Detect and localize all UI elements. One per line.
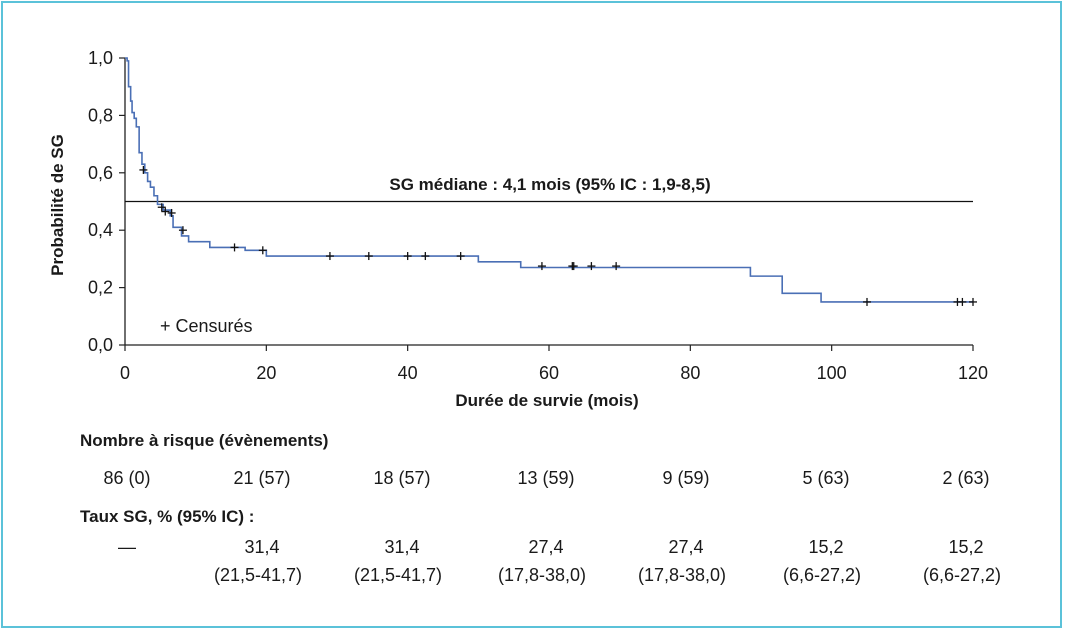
y-tick-label: 0,8 <box>88 105 113 125</box>
y-axis-label: Probabilité de SG <box>48 134 67 276</box>
y-tick-label: 1,0 <box>88 48 113 68</box>
survival-rate-value: 15,2 <box>948 537 983 557</box>
survival-table-row: — 31,4 (21,5-41,7) 31,4 (21,5-41,7) 27,4 (17,8… <box>118 537 1001 585</box>
censor-marks <box>139 165 977 306</box>
risk-table-cell: 13 (59) <box>517 468 574 488</box>
censor-mark <box>178 226 187 235</box>
censor-mark <box>421 252 430 261</box>
x-tick-label: 120 <box>958 363 988 383</box>
x-axis-label: Durée de survie (mois) <box>455 391 638 410</box>
risk-table-cell: 86 (0) <box>103 468 150 488</box>
censor-mark <box>325 252 334 261</box>
survival-rate-ci: (17,8-38,0) <box>498 565 586 585</box>
risk-table-cell: 18 (57) <box>373 468 430 488</box>
censor-mark <box>587 262 596 271</box>
x-tick-label: 40 <box>398 363 418 383</box>
censor-mark <box>403 252 412 261</box>
y-tick-label: 0,6 <box>88 163 113 183</box>
survival-rate-value: 27,4 <box>668 537 703 557</box>
censor-mark <box>612 262 621 271</box>
censor-mark <box>863 297 871 306</box>
censor-mark <box>157 203 166 212</box>
survival-rate-value: 15,2 <box>808 537 843 557</box>
x-tick-label: 0 <box>120 363 130 383</box>
x-tick-label: 80 <box>680 363 700 383</box>
censor-mark <box>167 208 176 217</box>
x-tick-label: 100 <box>817 363 847 383</box>
censor-legend: + Censurés <box>160 316 253 336</box>
y-tick-label: 0,2 <box>88 278 113 298</box>
risk-table-cell: 5 (63) <box>802 468 849 488</box>
survival-rate-ci: (6,6-27,2) <box>783 565 861 585</box>
survival-rate-value: — <box>118 537 136 557</box>
survival-rate-ci: (6,6-27,2) <box>923 565 1001 585</box>
censor-mark <box>230 243 239 252</box>
survival-table-title: Taux SG, % (95% IC) : <box>80 507 254 526</box>
survival-rate-value: 31,4 <box>384 537 419 557</box>
censor-mark <box>537 262 546 271</box>
y-tick-label: 0,0 <box>88 335 113 355</box>
risk-table-cell: 2 (63) <box>942 468 989 488</box>
survival-rate-value: 27,4 <box>528 537 563 557</box>
km-curve-line <box>125 57 973 303</box>
censor-mark <box>456 252 465 261</box>
survival-rate-ci: (21,5-41,7) <box>214 565 302 585</box>
censor-mark <box>364 252 373 261</box>
censor-mark <box>258 246 267 255</box>
x-ticks: 0 20 40 60 80 100 120 <box>120 345 988 383</box>
censor-mark <box>139 165 148 174</box>
x-tick-label: 60 <box>539 363 559 383</box>
y-ticks: 0,0 0,2 0,4 0,6 0,8 1,0 <box>88 48 125 355</box>
censor-mark <box>161 207 170 216</box>
y-tick-label: 0,4 <box>88 220 113 240</box>
risk-table-title: Nombre à risque (évènements) <box>80 431 328 450</box>
censor-mark <box>958 297 967 306</box>
survival-rate-ci: (17,8-38,0) <box>638 565 726 585</box>
censor-mark <box>969 297 977 306</box>
x-tick-label: 20 <box>256 363 276 383</box>
survival-rate-ci: (21,5-41,7) <box>354 565 442 585</box>
survival-rate-value: 31,4 <box>244 537 279 557</box>
censor-mark <box>569 262 578 271</box>
risk-table-cell: 9 (59) <box>662 468 709 488</box>
median-label: SG médiane : 4,1 mois (95% IC : 1,9-8,5) <box>389 175 710 194</box>
risk-table-cell: 21 (57) <box>233 468 290 488</box>
risk-table-row: 86 (0) 21 (57) 18 (57) 13 (59) 9 (59) 5 (63) 2… <box>103 468 989 488</box>
